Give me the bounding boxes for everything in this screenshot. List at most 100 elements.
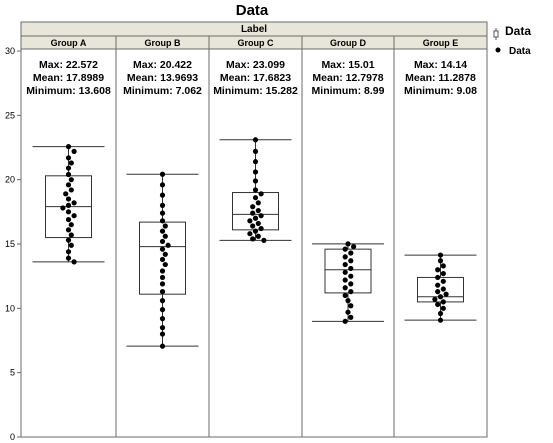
data-point <box>159 343 166 349</box>
group-header-label: Label <box>241 24 267 35</box>
legend-title-icon <box>493 28 499 40</box>
data-point <box>435 301 441 308</box>
legend[interactable]: Data Data <box>493 24 531 57</box>
data-point <box>250 210 256 216</box>
data-point <box>65 171 72 178</box>
stat-max-group-b: Max: 20.422 <box>133 59 192 71</box>
data-point <box>159 307 166 313</box>
stat-max-group-d: Max: 15.01 <box>321 59 374 71</box>
data-point <box>159 331 166 337</box>
data-point <box>65 143 72 150</box>
data-point <box>65 249 72 255</box>
panel-label-group-b: Group B <box>145 38 181 48</box>
data-point <box>165 242 171 248</box>
data-point <box>348 303 354 309</box>
data-point <box>65 227 72 233</box>
data-point <box>159 289 166 295</box>
data-point <box>162 261 168 268</box>
data-point <box>440 299 446 305</box>
data-point <box>159 218 166 224</box>
data-point <box>68 242 74 248</box>
data-point <box>159 228 166 234</box>
data-point <box>250 223 256 229</box>
data-point <box>159 246 166 252</box>
data-point <box>440 270 446 277</box>
data-point <box>348 265 354 272</box>
data-point <box>159 274 166 281</box>
data-point <box>159 202 166 208</box>
data-point <box>435 282 441 288</box>
data-point <box>65 165 72 171</box>
data-point <box>65 237 72 243</box>
data-point <box>250 236 256 242</box>
data-point <box>345 309 351 315</box>
data-point <box>348 289 354 295</box>
data-point <box>432 296 438 302</box>
data-point <box>159 171 166 177</box>
chart-title: Data <box>236 2 269 19</box>
data-point <box>159 238 166 245</box>
stat-mean-group-e: Mean: 11.2878 <box>405 72 476 84</box>
data-point <box>65 216 72 223</box>
data-point <box>68 222 74 228</box>
data-point <box>159 268 166 274</box>
data-point <box>71 259 77 265</box>
data-point <box>440 305 446 311</box>
panel-label-group-e: Group E <box>423 38 459 48</box>
data-point <box>437 258 444 264</box>
data-point <box>65 182 72 188</box>
data-point <box>440 286 446 292</box>
data-point <box>255 220 261 227</box>
box-group-d <box>324 248 372 294</box>
data-point <box>255 207 261 214</box>
data-point <box>65 196 72 202</box>
data-point <box>348 281 354 287</box>
box-group-e <box>417 276 464 303</box>
data-point <box>252 169 259 175</box>
data-point <box>345 241 351 247</box>
data-point <box>258 213 264 219</box>
data-point <box>342 254 348 260</box>
data-point <box>348 258 354 264</box>
legend-item-data: Data <box>509 46 531 57</box>
data-point <box>348 314 354 320</box>
data-point <box>437 317 444 323</box>
data-point <box>252 187 259 193</box>
data-point <box>252 215 259 221</box>
data-point <box>440 263 446 269</box>
y-axis: 0 5 10 15 20 25 30 <box>5 36 22 442</box>
data-point <box>435 289 441 295</box>
data-point <box>342 285 348 291</box>
data-point <box>437 252 444 258</box>
data-point <box>162 251 168 257</box>
legend-marker <box>495 47 501 53</box>
data-point <box>60 205 66 211</box>
y-tick-label: 5 <box>10 368 15 378</box>
data-point <box>437 294 444 300</box>
data-point <box>252 178 259 184</box>
stat-min-group-a: Minimum: 13.608 <box>26 85 111 97</box>
data-point <box>342 318 348 324</box>
data-point <box>63 191 69 197</box>
data-point <box>159 325 166 331</box>
stat-max-group-c: Max: 23.099 <box>226 59 285 71</box>
data-point <box>345 298 351 304</box>
marks-layer <box>32 137 477 349</box>
stat-mean-group-c: Mean: 17.6823 <box>220 72 291 84</box>
data-point <box>162 233 168 239</box>
y-tick-label: 0 <box>10 432 15 442</box>
data-point <box>159 182 166 188</box>
panel-label-group-d: Group D <box>330 38 366 48</box>
data-point <box>71 148 77 154</box>
data-point <box>247 231 253 237</box>
data-point <box>71 200 77 206</box>
data-point <box>71 213 77 219</box>
data-point <box>250 204 256 210</box>
data-point <box>342 261 348 268</box>
data-point <box>258 191 264 197</box>
data-point <box>159 192 166 198</box>
y-tick-label: 20 <box>5 175 15 185</box>
data-point <box>252 148 259 154</box>
data-point <box>443 291 449 297</box>
